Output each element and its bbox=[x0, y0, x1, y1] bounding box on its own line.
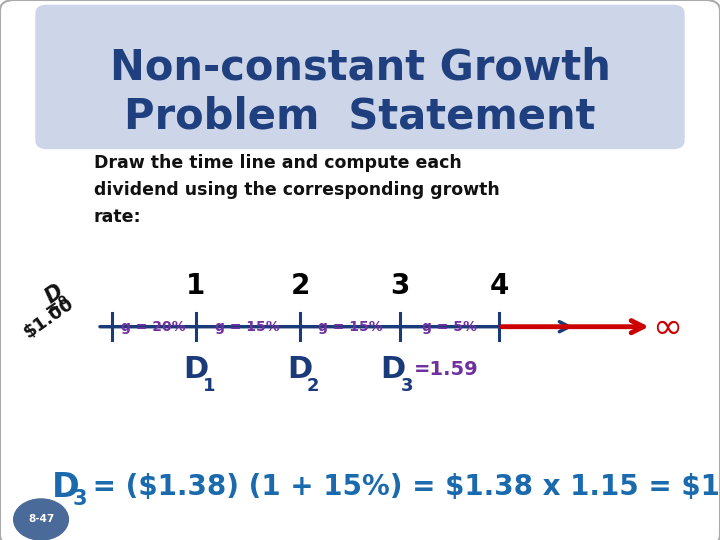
Text: g = 20%: g = 20% bbox=[121, 320, 186, 334]
Text: $1.00: $1.00 bbox=[20, 294, 78, 341]
Text: =: = bbox=[41, 296, 64, 320]
Text: Non-constant Growth: Non-constant Growth bbox=[109, 46, 611, 89]
Text: 4: 4 bbox=[490, 272, 508, 300]
Text: 2: 2 bbox=[291, 272, 310, 300]
Text: Problem  Statement: Problem Statement bbox=[125, 95, 595, 137]
Text: 1: 1 bbox=[186, 272, 205, 300]
Text: D: D bbox=[52, 470, 80, 504]
Circle shape bbox=[14, 499, 68, 540]
Text: 3: 3 bbox=[390, 272, 409, 300]
Text: = ($1.38) (1 + 15%) = $1.38 x 1.15 = $1.59: = ($1.38) (1 + 15%) = $1.38 x 1.15 = $1.… bbox=[83, 473, 720, 501]
Text: =1.59: =1.59 bbox=[414, 360, 479, 380]
Text: 3: 3 bbox=[400, 377, 413, 395]
Text: 3: 3 bbox=[73, 489, 87, 509]
Text: g = 15%: g = 15% bbox=[318, 320, 382, 334]
Text: g = 15%: g = 15% bbox=[215, 320, 280, 334]
Text: g = 5%: g = 5% bbox=[422, 320, 477, 334]
Text: Draw the time line and compute each
dividend using the corresponding growth
rate: Draw the time line and compute each divi… bbox=[94, 154, 500, 226]
Text: 2: 2 bbox=[307, 377, 320, 395]
Text: 0: 0 bbox=[56, 293, 71, 309]
Text: D: D bbox=[287, 355, 313, 384]
Text: 1: 1 bbox=[202, 377, 215, 395]
Text: 8-47: 8-47 bbox=[28, 515, 54, 524]
Text: D: D bbox=[379, 355, 405, 384]
Text: $\infty$: $\infty$ bbox=[652, 310, 680, 343]
Text: D: D bbox=[41, 281, 67, 307]
FancyBboxPatch shape bbox=[36, 5, 684, 148]
Text: D: D bbox=[183, 355, 209, 384]
